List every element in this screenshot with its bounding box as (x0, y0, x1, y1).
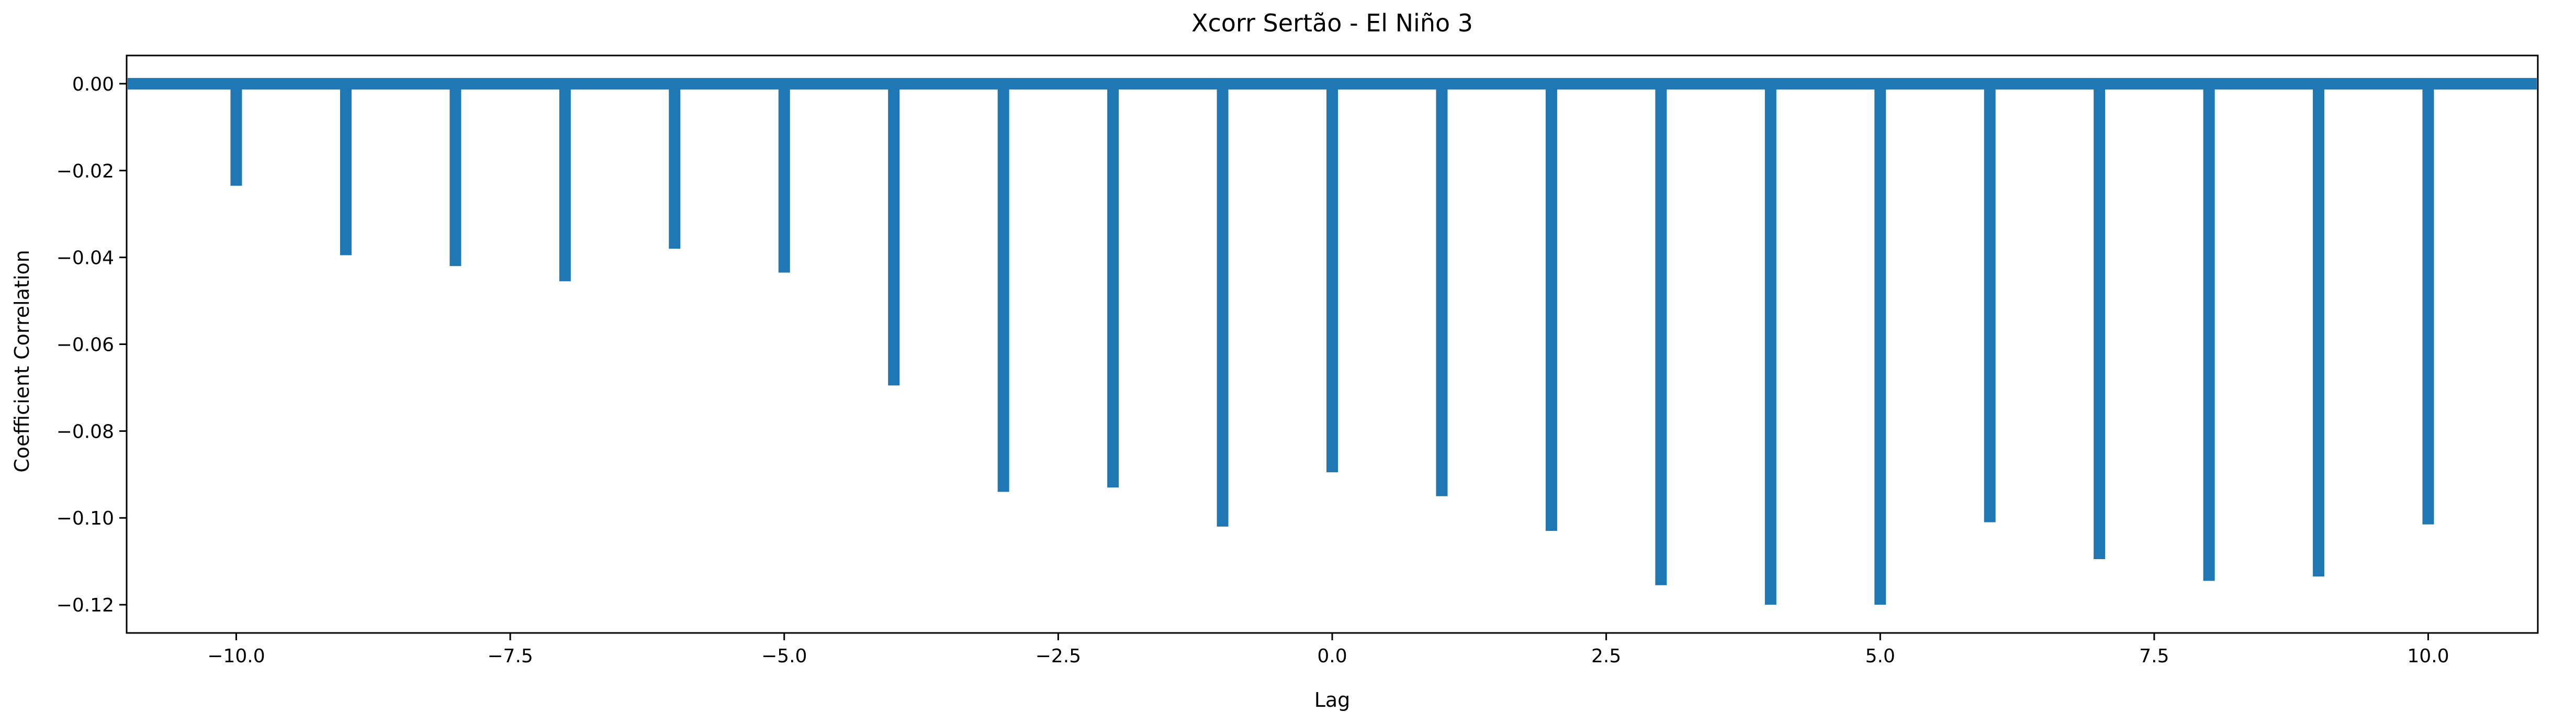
y-tick-label: −0.04 (57, 248, 114, 269)
bar-lag--3 (997, 83, 1009, 492)
bar-lag--2 (1107, 83, 1119, 488)
chart-title: Xcorr Sertão - El Niño 3 (1191, 9, 1473, 37)
y-tick-label: −0.08 (57, 421, 114, 442)
y-axis-label: Coefficient Correlation (10, 250, 33, 472)
bar-lag-2 (1545, 83, 1557, 531)
bar-lag-4 (1764, 83, 1776, 605)
bar-lag-5 (1874, 83, 1886, 605)
x-tick-label: 0.0 (1317, 646, 1347, 667)
bar-lag--10 (230, 83, 242, 186)
x-tick-label: 2.5 (1591, 646, 1621, 667)
bar-lag--8 (449, 83, 462, 266)
bar-lag-0 (1326, 83, 1338, 473)
bar-lag--9 (340, 83, 352, 255)
x-axis-ticks: −10.0 −7.5 −5.0 −2.5 0.0 2.5 5.0 7.5 10.0 (207, 633, 2449, 667)
x-axis-label: Lag (1314, 688, 1351, 711)
bar-lag--7 (559, 83, 571, 282)
y-tick-label: 0.00 (72, 74, 114, 95)
bar-lag-8 (2203, 83, 2215, 581)
bar-lag--5 (778, 83, 790, 273)
y-axis-ticks: 0.00 −0.02 −0.04 −0.06 −0.08 −0.10 −0.12 (57, 74, 127, 616)
x-tick-label: −2.5 (1036, 646, 1081, 667)
y-tick-label: −0.02 (57, 161, 114, 182)
bar-lag-7 (2094, 83, 2106, 560)
x-tick-label: −5.0 (761, 646, 807, 667)
x-tick-label: 10.0 (2407, 646, 2449, 667)
bar-lag-9 (2313, 83, 2325, 577)
bar-lag-3 (1655, 83, 1667, 585)
bars-group (230, 83, 2434, 605)
bar-lag-1 (1436, 83, 1448, 496)
bar-lag-10 (2422, 83, 2434, 525)
y-tick-label: −0.06 (57, 335, 114, 356)
bar-lag-6 (1984, 83, 1996, 522)
bar-lag--4 (888, 83, 900, 386)
y-tick-label: −0.12 (57, 595, 114, 616)
x-tick-label: 7.5 (2139, 646, 2169, 667)
y-tick-label: −0.10 (57, 508, 114, 529)
bar-lag--6 (669, 83, 681, 249)
x-tick-label: −10.0 (207, 646, 265, 667)
x-tick-label: 5.0 (1865, 646, 1895, 667)
bar-lag--1 (1217, 83, 1229, 527)
plot-area (126, 54, 2539, 634)
zero-baseline (128, 77, 2537, 90)
x-tick-label: −7.5 (487, 646, 533, 667)
